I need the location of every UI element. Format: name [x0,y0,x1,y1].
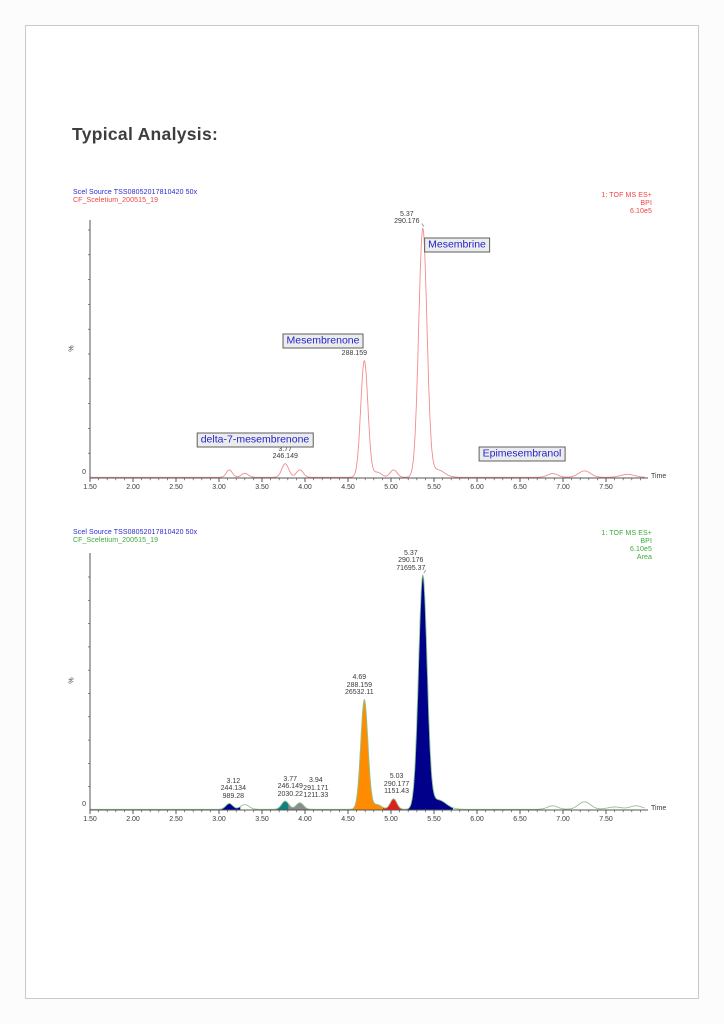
x-tick-label: 7.00 [556,816,570,823]
chart2-method-line3: 6.10e5 [629,546,652,553]
chart2-file-header: Scel Source TSS08052017810420 50x CF_Sce… [73,529,197,545]
compound-label-epimesembranol: Epimesembranol [478,446,566,462]
annotation-line: 5.03 [389,773,404,781]
annotation-line: 1211.33 [303,792,329,800]
x-tick-label: 2.00 [126,816,140,823]
x-tick-label: 3.50 [255,484,269,491]
annotation-line: 3.94 [309,777,323,785]
chart1-y-axis-label: % [68,345,76,352]
annotation-line: 3.77 [278,445,293,453]
x-tick-label: 5.50 [427,816,441,823]
peak-annotation-4.69: 4.69 288.159 26532.11 [345,674,374,697]
page-border [25,25,699,999]
x-tick-label: 3.50 [255,816,269,823]
peak-annotation-3.77: 3.77 246.149 2030.22 [278,776,303,799]
annotation-line: 5.37 [403,549,418,557]
annotation-line: 288.159 [346,681,372,689]
x-tick-label: 5.00 [384,484,398,491]
chart2-y-zero-label: 0 [82,801,86,808]
x-tick-label: 4.50 [341,816,355,823]
x-tick-label: 2.00 [126,484,140,491]
x-tick-label: 3.00 [212,816,226,823]
chart2-method-header: 1: TOF MS ES+ BPI 6.10e5 Area [601,530,652,562]
x-tick-label: 4.00 [298,484,312,491]
chart2-method-line4: Area [636,554,652,561]
chart-1-plot: 1.50 2.00 2.50 3.00 3.50 4.00 4.50 5.00 5.50 6.00… [83,220,648,491]
annotation-line: 246.149 [272,453,298,461]
x-tick-label: 6.50 [513,816,527,823]
page-title: Typical Analysis: [72,124,219,144]
x-tick-label: 7.50 [599,484,613,491]
annotation-line: 290.177 [383,780,410,788]
annotation-line: 288.159 [341,350,367,358]
compound-label-mesembrenone: Mesembrenone [282,333,364,349]
chart1-time-axis-label: Time [651,473,667,480]
x-tick-label: 6.50 [513,484,527,491]
chart2-sample-line: CF_Sceletium_200515_19 [73,537,159,544]
chart1-file-header: Scel Source TSS08052017810420 50x CF_Sce… [73,189,197,205]
annotation-line: 71695.37 [396,564,426,572]
annotation-line: 5.37 [400,210,414,218]
chart2-source-line: Scel Source TSS08052017810420 50x [73,529,198,536]
chart1-method-line2: BPI [640,200,652,207]
annotation-line: 290.176 [394,218,420,226]
peak-annotation-3.77: 3.77 246.149 [273,446,298,461]
annotation-line: 244.134 [220,785,246,793]
x-tick-label: 6.00 [470,816,484,823]
x-tick-label: 1.50 [83,816,97,823]
chart1-sample-line: CF_Sceletium_200515_19 [73,197,159,204]
x-tick-label: 4.50 [341,484,355,491]
chart-2-plot: 1.50 2.00 2.50 3.00 3.50 4.00 4.50 5.00 5.50 6.00… [83,553,648,823]
chart1-y-zero-label: 0 [82,469,86,476]
compound-label-delta-7-mesembrenone: delta-7-mesembrenone [196,432,314,448]
annotation-line: 4.69 [352,674,367,682]
chart1-method-line3: 6.10e5 [629,208,652,215]
annotation-line: 291.171 [303,784,329,792]
x-tick-label: 6.00 [470,484,484,491]
chart2-method-line2: BPI [640,538,652,545]
annotation-line: 246.149 [277,783,303,791]
x-tick-label: 1.50 [83,484,97,491]
peak-annotation-5.37: 5.37 290.176 [394,211,419,226]
annotation-line: 2030.22 [277,790,303,798]
peak-annotation-3.94: 3.94 291.171 1211.33 [303,777,328,800]
chart2-method-line1: 1: TOF MS ES+ [601,530,652,537]
chromatogram-trace [90,227,645,478]
chart1-method-line1: 1: TOF MS ES+ [601,192,652,199]
x-tick-label: 7.00 [556,484,570,491]
annotation-connector [421,223,425,227]
x-tick-label: 3.00 [212,484,226,491]
annotation-line: 1151.43 [384,788,409,796]
peak-annotation-5.03: 5.03 290.177 1151.43 [384,773,409,796]
x-tick-label: 4.00 [298,816,312,823]
x-tick-label: 2.50 [169,816,183,823]
x-tick-label: 7.50 [599,816,613,823]
peak-annotation-5.37: 5.37 290.176 71695.37 [396,550,425,573]
annotation-line: 3.77 [283,775,298,783]
x-tick-label: 5.00 [384,816,398,823]
peak-annotation-3.12: 3.12 244.134 989.28 [221,778,246,801]
annotation-line: 989.28 [222,792,245,800]
compound-label-mesembrine: Mesembrine [424,237,490,253]
annotation-line: 26532.11 [344,689,374,697]
chart1-method-header: 1: TOF MS ES+ BPI 6.10e5 [601,192,652,216]
annotation-line: 3.12 [226,777,241,785]
x-tick-label: 2.50 [169,484,183,491]
x-tick-label: 5.50 [427,484,441,491]
chart2-y-axis-label: % [68,677,76,684]
chart2-time-axis-label: Time [651,805,667,812]
annotation-connector [423,569,427,574]
peak-fill-rt-5.37 [406,575,453,810]
chromatogram-trace [90,573,645,810]
annotation-line: 290.176 [398,557,424,565]
chart1-source-line: Scel Source TSS08052017810420 50x [73,189,198,196]
